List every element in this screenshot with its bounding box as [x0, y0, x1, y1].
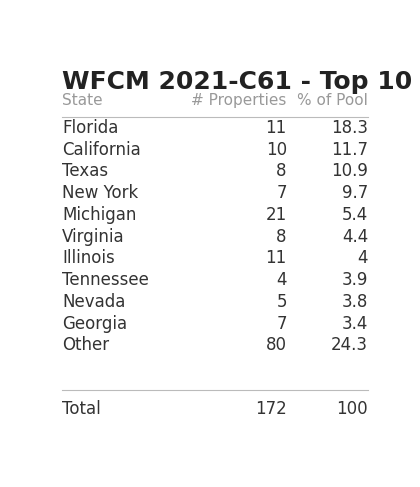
Text: 4: 4 — [358, 249, 368, 267]
Text: 4.4: 4.4 — [342, 227, 368, 245]
Text: Tennessee: Tennessee — [62, 271, 149, 289]
Text: % of Pool: % of Pool — [297, 94, 368, 108]
Text: 11: 11 — [265, 119, 287, 137]
Text: Florida: Florida — [62, 119, 118, 137]
Text: # Properties: # Properties — [192, 94, 287, 108]
Text: 7: 7 — [276, 315, 287, 333]
Text: 3.4: 3.4 — [342, 315, 368, 333]
Text: 21: 21 — [265, 206, 287, 224]
Text: WFCM 2021-C61 - Top 10 States: WFCM 2021-C61 - Top 10 States — [62, 70, 420, 94]
Text: 18.3: 18.3 — [331, 119, 368, 137]
Text: 3.9: 3.9 — [342, 271, 368, 289]
Text: New York: New York — [62, 184, 139, 202]
Text: Illinois: Illinois — [62, 249, 115, 267]
Text: 5: 5 — [276, 293, 287, 311]
Text: 11.7: 11.7 — [331, 141, 368, 159]
Text: 5.4: 5.4 — [342, 206, 368, 224]
Text: California: California — [62, 141, 141, 159]
Text: Texas: Texas — [62, 162, 108, 180]
Text: 7: 7 — [276, 184, 287, 202]
Text: 8: 8 — [276, 227, 287, 245]
Text: Georgia: Georgia — [62, 315, 127, 333]
Text: 3.8: 3.8 — [342, 293, 368, 311]
Text: 4: 4 — [276, 271, 287, 289]
Text: Nevada: Nevada — [62, 293, 126, 311]
Text: 172: 172 — [255, 400, 287, 418]
Text: Michigan: Michigan — [62, 206, 136, 224]
Text: 11: 11 — [265, 249, 287, 267]
Text: 24.3: 24.3 — [331, 337, 368, 355]
Text: 100: 100 — [336, 400, 368, 418]
Text: 80: 80 — [266, 337, 287, 355]
Text: 9.7: 9.7 — [342, 184, 368, 202]
Text: 10: 10 — [266, 141, 287, 159]
Text: Other: Other — [62, 337, 109, 355]
Text: Virginia: Virginia — [62, 227, 125, 245]
Text: State: State — [62, 94, 103, 108]
Text: 8: 8 — [276, 162, 287, 180]
Text: Total: Total — [62, 400, 101, 418]
Text: 10.9: 10.9 — [331, 162, 368, 180]
